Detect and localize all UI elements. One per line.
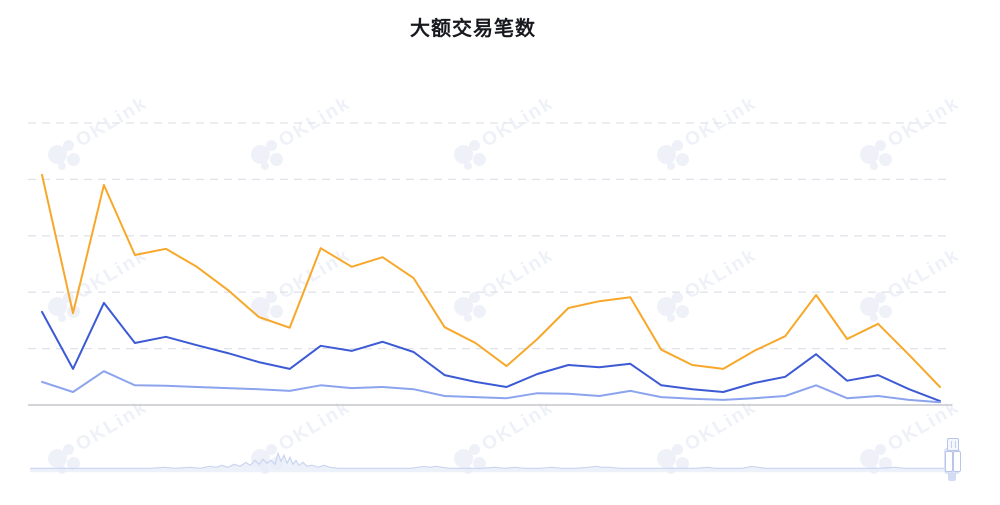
navigator-series-line[interactable]	[30, 451, 958, 469]
datazoom-right-handle[interactable]	[952, 451, 961, 472]
orange-series[interactable]	[41, 173, 941, 388]
main-line-chart[interactable]	[0, 0, 1000, 430]
chart-title: 大额交易笔数	[410, 18, 536, 40]
datazoom-left-handle[interactable]	[944, 451, 953, 472]
light-blue-series[interactable]	[41, 370, 941, 404]
datazoom-bottom-tab[interactable]	[948, 473, 956, 481]
datazoom-grip-icon[interactable]	[947, 438, 959, 451]
navigator-area-fill[interactable]	[30, 453, 958, 473]
dark-blue-series[interactable]	[41, 301, 941, 403]
